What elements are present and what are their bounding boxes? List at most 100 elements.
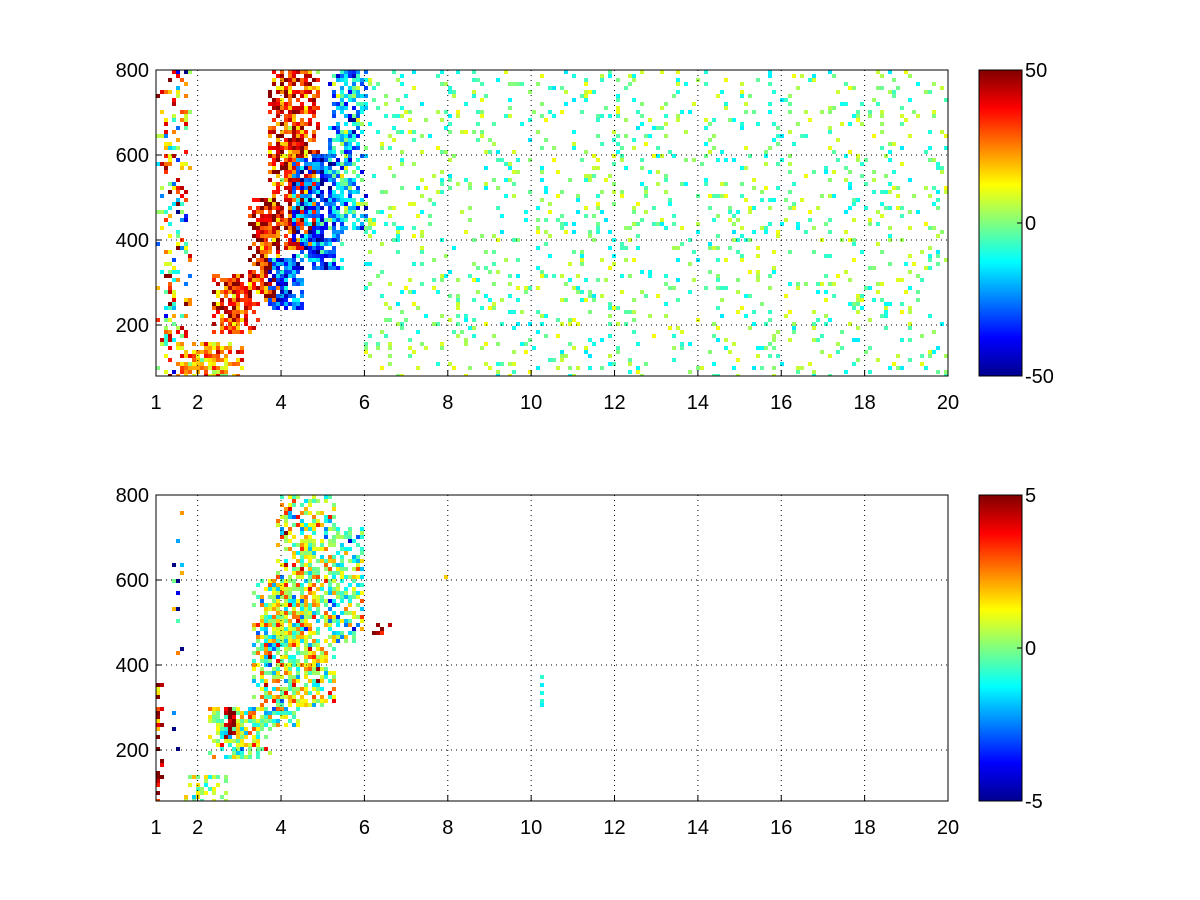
heatmap-cell bbox=[320, 242, 324, 246]
heatmap-cell bbox=[480, 98, 484, 102]
heatmap-cell bbox=[296, 699, 300, 703]
heatmap-cell bbox=[312, 202, 316, 206]
heatmap-cell bbox=[304, 647, 308, 651]
heatmap-cell bbox=[216, 719, 220, 723]
heatmap-cell bbox=[252, 310, 256, 314]
heatmap-cell bbox=[272, 130, 276, 134]
heatmap-cell bbox=[572, 146, 576, 150]
heatmap-cell bbox=[828, 126, 832, 130]
heatmap-cell bbox=[668, 198, 672, 202]
heatmap-cell bbox=[256, 226, 260, 230]
heatmap-cell bbox=[288, 503, 292, 507]
heatmap-cell bbox=[260, 723, 264, 727]
heatmap-cell bbox=[316, 106, 320, 110]
heatmap-cell bbox=[284, 170, 288, 174]
heatmap-cell bbox=[928, 158, 932, 162]
heatmap-cell bbox=[168, 262, 172, 266]
heatmap-cell bbox=[888, 182, 892, 186]
heatmap-cell bbox=[268, 266, 272, 270]
heatmap-cell bbox=[236, 739, 240, 743]
heatmap-cell bbox=[900, 302, 904, 306]
heatmap-cell bbox=[296, 130, 300, 134]
heatmap-cell bbox=[432, 258, 436, 262]
heatmap-cell bbox=[180, 78, 184, 82]
heatmap-cell bbox=[500, 322, 504, 326]
heatmap-cell bbox=[880, 74, 884, 78]
heatmap-cell bbox=[312, 567, 316, 571]
heatmap-cell bbox=[720, 194, 724, 198]
heatmap-cell bbox=[328, 170, 332, 174]
heatmap-cell bbox=[236, 755, 240, 759]
heatmap-cell bbox=[484, 342, 488, 346]
heatmap-cell bbox=[168, 250, 172, 254]
heatmap-cell bbox=[288, 687, 292, 691]
heatmap-cell bbox=[412, 162, 416, 166]
heatmap-cell bbox=[324, 599, 328, 603]
heatmap-cell bbox=[676, 114, 680, 118]
heatmap-cell bbox=[280, 495, 284, 499]
heatmap-cell bbox=[752, 366, 756, 370]
heatmap-cell bbox=[272, 707, 276, 711]
heatmap-cell bbox=[508, 166, 512, 170]
heatmap-cell bbox=[276, 134, 280, 138]
heatmap-cell bbox=[280, 691, 284, 695]
heatmap-cell bbox=[256, 595, 260, 599]
heatmap-cell bbox=[436, 146, 440, 150]
heatmap-cell bbox=[308, 651, 312, 655]
heatmap-cell bbox=[496, 78, 500, 82]
heatmap-cell bbox=[184, 362, 188, 366]
heatmap-cell bbox=[272, 627, 276, 631]
heatmap-cell bbox=[272, 226, 276, 230]
heatmap-cell bbox=[268, 202, 272, 206]
heatmap-cell bbox=[288, 270, 292, 274]
heatmap-cell bbox=[176, 579, 180, 583]
heatmap-cell bbox=[168, 154, 172, 158]
heatmap-cell bbox=[640, 374, 644, 376]
heatmap-cell bbox=[472, 130, 476, 134]
heatmap-cell bbox=[600, 210, 604, 214]
heatmap-cell bbox=[236, 743, 240, 747]
heatmap-cell bbox=[904, 290, 908, 294]
heatmap-cell bbox=[232, 727, 236, 731]
heatmap-cell bbox=[240, 282, 244, 286]
heatmap-cell bbox=[300, 214, 304, 218]
heatmap-cell bbox=[324, 178, 328, 182]
heatmap-cell bbox=[356, 70, 360, 74]
heatmap-cell bbox=[880, 190, 884, 194]
heatmap-cell bbox=[156, 735, 160, 739]
heatmap-cell bbox=[220, 278, 224, 282]
heatmap-cell bbox=[712, 374, 716, 376]
heatmap-cell bbox=[440, 342, 444, 346]
heatmap-cell bbox=[408, 346, 412, 350]
heatmap-cell bbox=[236, 707, 240, 711]
heatmap-cell bbox=[688, 110, 692, 114]
heatmap-cell bbox=[316, 94, 320, 98]
heatmap-cell bbox=[224, 735, 228, 739]
heatmap-cell bbox=[284, 198, 288, 202]
heatmap-cell bbox=[344, 134, 348, 138]
heatmap-cell bbox=[304, 683, 308, 687]
heatmap-cell bbox=[584, 350, 588, 354]
heatmap-cell bbox=[316, 166, 320, 170]
heatmap-cell bbox=[352, 587, 356, 591]
heatmap-cell bbox=[276, 703, 280, 707]
heatmap-cell bbox=[880, 122, 884, 126]
heatmap-cell bbox=[292, 210, 296, 214]
heatmap-cell bbox=[176, 246, 180, 250]
heatmap-cell bbox=[284, 715, 288, 719]
heatmap-cell bbox=[436, 190, 440, 194]
heatmap-cell bbox=[180, 362, 184, 366]
heatmap-cell bbox=[280, 587, 284, 591]
heatmap-cell bbox=[320, 266, 324, 270]
heatmap-cell bbox=[220, 298, 224, 302]
heatmap-cell bbox=[268, 715, 272, 719]
heatmap-cell bbox=[284, 655, 288, 659]
heatmap-cell bbox=[304, 635, 308, 639]
heatmap-cell bbox=[584, 346, 588, 350]
heatmap-cell bbox=[292, 607, 296, 611]
heatmap-cell bbox=[328, 619, 332, 623]
heatmap-cell bbox=[648, 170, 652, 174]
heatmap-cell bbox=[316, 619, 320, 623]
heatmap-cell bbox=[176, 278, 180, 282]
heatmap-cell bbox=[332, 671, 336, 675]
